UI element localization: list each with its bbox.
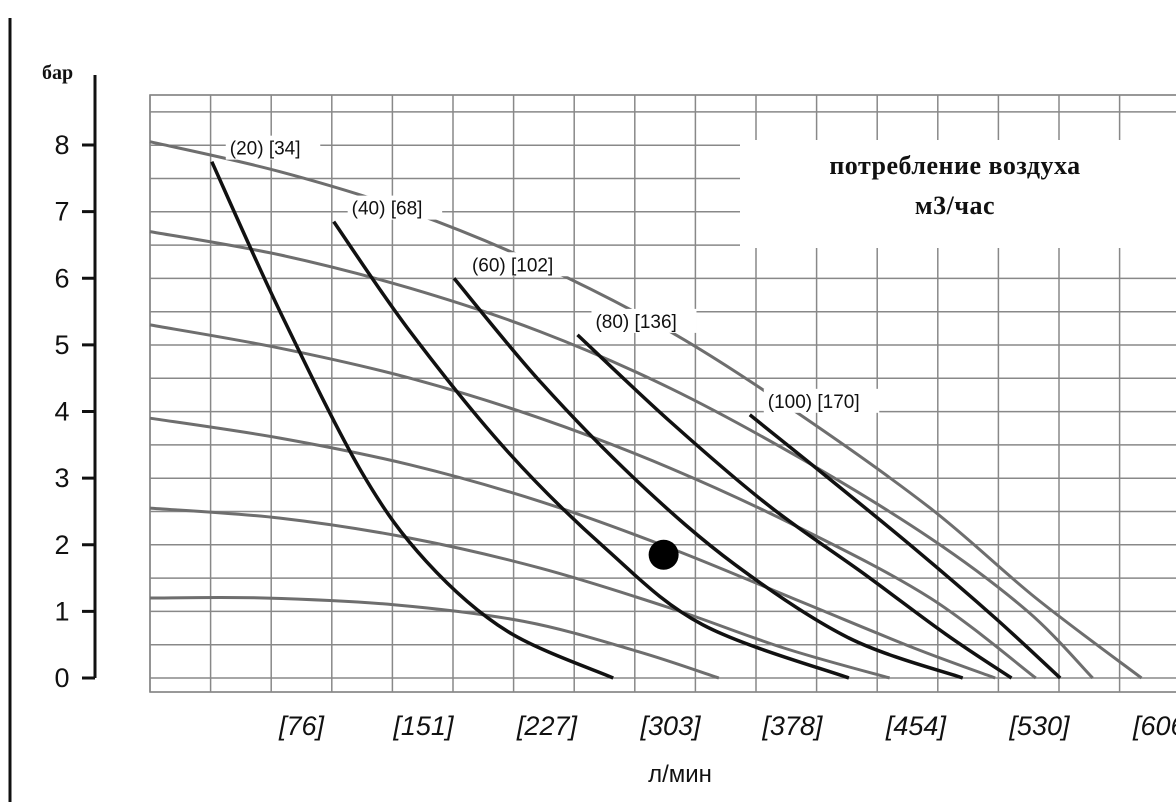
air-consumption-curve xyxy=(332,220,850,680)
operating-point-group xyxy=(648,539,679,570)
air-consumption-curve xyxy=(576,333,1013,680)
y-tick-label: 6 xyxy=(54,263,69,293)
y-tick-label: 7 xyxy=(54,197,69,227)
y-tick-label: 0 xyxy=(54,663,69,693)
x-ticks: [76] [151] [227] [303] [378] [454] [530] [606] xyxy=(278,711,1176,741)
y-tick-label: 3 xyxy=(54,463,69,493)
curve-label-background xyxy=(591,308,697,333)
air-consumption-curve xyxy=(748,413,1062,680)
pressure-curve xyxy=(149,230,1094,680)
pressure-curve xyxy=(149,506,891,680)
x-tick-label: [530] xyxy=(1008,711,1071,741)
curve-label: (80) [136] xyxy=(595,312,676,333)
curve-label-background xyxy=(225,135,321,160)
operating-point-marker xyxy=(648,539,679,570)
curve-label: (60) [102] xyxy=(472,255,553,276)
curve-label: (100) [170] xyxy=(768,392,860,413)
y-ticks: 0 1 2 3 4 5 6 7 8 xyxy=(54,130,95,693)
pressure-curve xyxy=(149,323,1037,680)
x-tick-label: [76] xyxy=(278,711,326,741)
curve-label-background xyxy=(763,388,880,413)
curve-label-background xyxy=(467,252,573,277)
curve-label: (40) [68] xyxy=(352,199,423,220)
y-tick-label: 1 xyxy=(54,596,69,626)
curves: (20) [34] (40) [68] (60) [102] (80) [136] (1… xyxy=(149,135,1143,680)
pressure-curve xyxy=(149,596,720,680)
x-tick-label: [227] xyxy=(516,711,579,741)
y-tick-label: 4 xyxy=(54,397,69,427)
chart-title: потребление воздуха xyxy=(829,151,1080,180)
x-tick-label: [606] xyxy=(1132,711,1176,741)
y-tick-label: 8 xyxy=(54,130,69,160)
y-axis-label: бар xyxy=(42,62,73,84)
curve-label: (20) [34] xyxy=(230,139,301,160)
x-axis-label: л/мин xyxy=(648,761,712,788)
air-consumption-curve xyxy=(210,160,614,680)
x-tick-label: [303] xyxy=(639,711,702,741)
title-background xyxy=(740,140,1176,248)
pressure-curve xyxy=(149,416,996,680)
curve-label-background xyxy=(347,195,443,220)
y-tick-label: 5 xyxy=(54,330,69,360)
y-tick-label: 2 xyxy=(54,530,69,560)
x-tick-label: [454] xyxy=(885,711,948,741)
air-consumption-curve xyxy=(452,277,964,680)
x-tick-label: [378] xyxy=(761,711,824,741)
chart-subtitle: м3/час xyxy=(915,191,995,220)
x-tick-label: [151] xyxy=(392,711,455,741)
